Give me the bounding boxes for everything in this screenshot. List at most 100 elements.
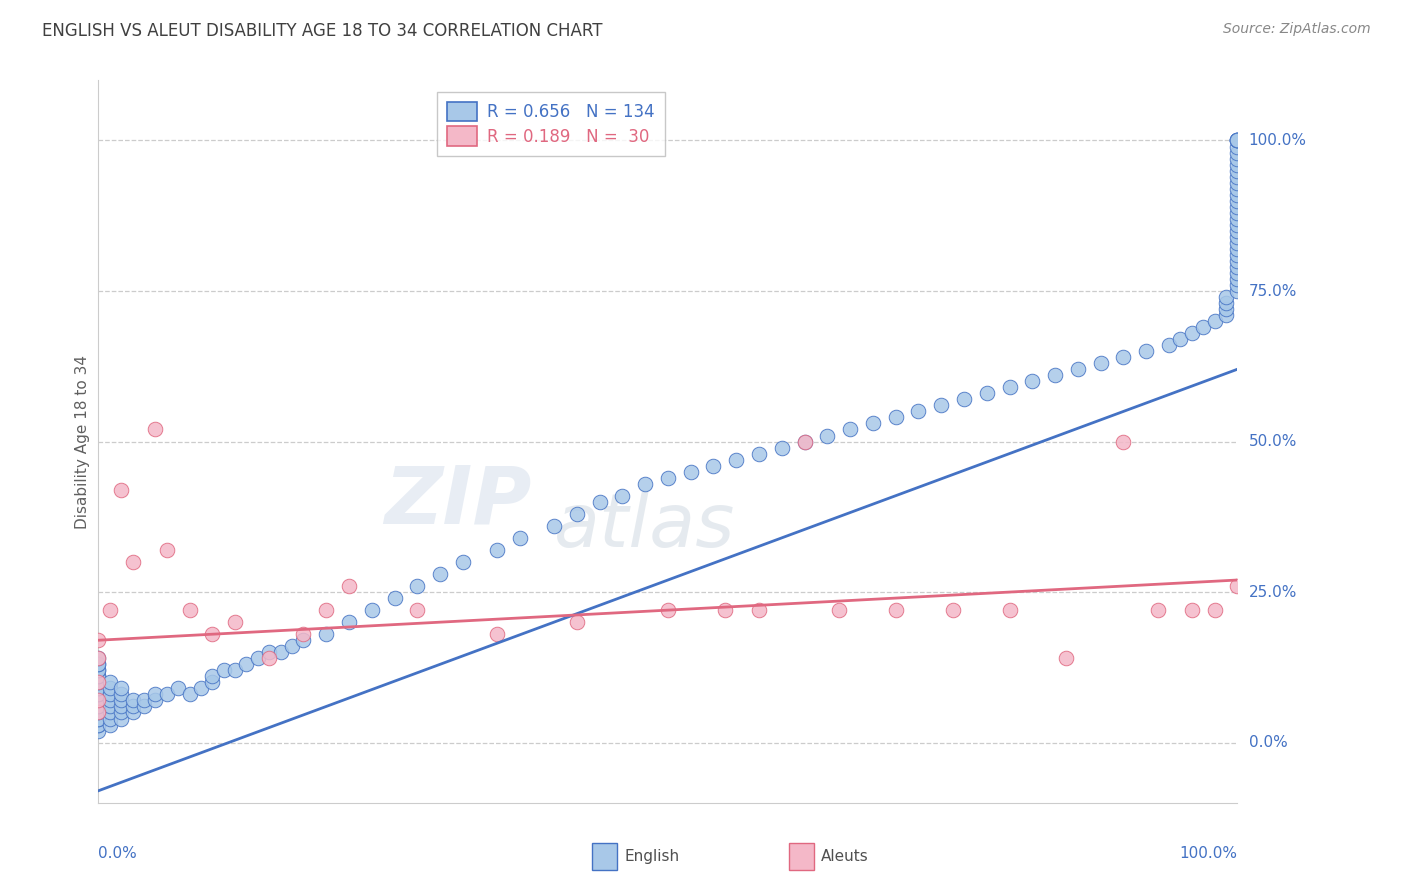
Point xyxy=(87,664,110,678)
Point xyxy=(1021,375,1043,389)
Point xyxy=(87,706,110,720)
Point xyxy=(98,699,121,714)
Point xyxy=(87,693,110,707)
Text: Source: ZipAtlas.com: Source: ZipAtlas.com xyxy=(1223,22,1371,37)
Point xyxy=(121,699,143,714)
Point xyxy=(201,669,224,683)
Point xyxy=(87,706,110,720)
Point xyxy=(406,603,429,617)
Point xyxy=(1226,139,1249,153)
Point xyxy=(406,579,429,593)
Point xyxy=(1226,211,1249,226)
Point xyxy=(145,687,167,701)
Point xyxy=(235,657,257,672)
Point xyxy=(486,542,509,557)
Point xyxy=(87,712,110,726)
Point xyxy=(486,627,509,641)
Point xyxy=(110,693,132,707)
Point xyxy=(224,615,246,630)
Point xyxy=(1226,182,1249,196)
Point xyxy=(110,706,132,720)
Point xyxy=(87,699,110,714)
Point xyxy=(87,693,110,707)
Point xyxy=(132,699,155,714)
Point xyxy=(714,603,737,617)
Text: 100.0%: 100.0% xyxy=(1249,133,1306,148)
Point xyxy=(1192,320,1215,334)
Point xyxy=(156,542,179,557)
Point xyxy=(98,712,121,726)
Point xyxy=(1226,205,1249,219)
Point xyxy=(770,441,793,455)
Text: 100.0%: 100.0% xyxy=(1180,847,1237,861)
Point xyxy=(884,410,907,425)
Point xyxy=(87,651,110,665)
Point xyxy=(1226,133,1249,147)
Point xyxy=(87,717,110,731)
Point xyxy=(87,675,110,690)
Point xyxy=(884,603,907,617)
Point xyxy=(87,699,110,714)
Point xyxy=(87,717,110,731)
Text: 75.0%: 75.0% xyxy=(1249,284,1298,299)
Point xyxy=(1226,218,1249,232)
Point xyxy=(201,675,224,690)
Point xyxy=(1226,133,1249,147)
Point xyxy=(612,489,634,503)
Point xyxy=(1135,344,1157,359)
Point xyxy=(1226,230,1249,244)
Point xyxy=(110,699,132,714)
Point xyxy=(1226,248,1249,262)
Point xyxy=(565,507,588,521)
Point xyxy=(98,603,121,617)
Point xyxy=(87,706,110,720)
Point xyxy=(1056,651,1078,665)
Point xyxy=(292,633,315,648)
Point xyxy=(98,693,121,707)
Text: ENGLISH VS ALEUT DISABILITY AGE 18 TO 34 CORRELATION CHART: ENGLISH VS ALEUT DISABILITY AGE 18 TO 34… xyxy=(42,22,603,40)
Point xyxy=(270,645,292,659)
Point xyxy=(87,651,110,665)
Point xyxy=(725,452,748,467)
Point xyxy=(1067,362,1090,376)
Point xyxy=(1146,603,1168,617)
Point xyxy=(1226,133,1249,147)
Point xyxy=(87,669,110,683)
Point xyxy=(998,603,1021,617)
Text: atlas: atlas xyxy=(554,490,735,562)
Point xyxy=(190,681,212,696)
Point xyxy=(1204,603,1226,617)
Point xyxy=(793,434,815,449)
Point xyxy=(1226,277,1249,292)
Point xyxy=(862,417,884,431)
Point xyxy=(259,645,281,659)
Point xyxy=(1226,133,1249,147)
Point xyxy=(1226,579,1249,593)
Point xyxy=(87,633,110,648)
Point xyxy=(110,712,132,726)
Point xyxy=(679,465,702,479)
Point xyxy=(132,693,155,707)
Point xyxy=(1215,290,1237,304)
Point xyxy=(98,675,121,690)
Point xyxy=(1170,332,1192,346)
Point xyxy=(1215,296,1237,310)
Point xyxy=(87,687,110,701)
Point xyxy=(98,687,121,701)
Point xyxy=(201,627,224,641)
Point xyxy=(657,471,679,485)
Point xyxy=(246,651,269,665)
Point xyxy=(1226,200,1249,214)
Point xyxy=(360,603,382,617)
Point xyxy=(588,494,610,508)
Point xyxy=(657,603,679,617)
Point xyxy=(907,404,929,418)
Point xyxy=(1226,145,1249,160)
Point xyxy=(281,639,304,653)
Point xyxy=(145,423,167,437)
Y-axis label: Disability Age 18 to 34: Disability Age 18 to 34 xyxy=(75,354,90,529)
Point xyxy=(1226,235,1249,250)
Text: Aleuts: Aleuts xyxy=(821,849,869,863)
Point xyxy=(1112,350,1135,364)
Point xyxy=(429,567,451,582)
